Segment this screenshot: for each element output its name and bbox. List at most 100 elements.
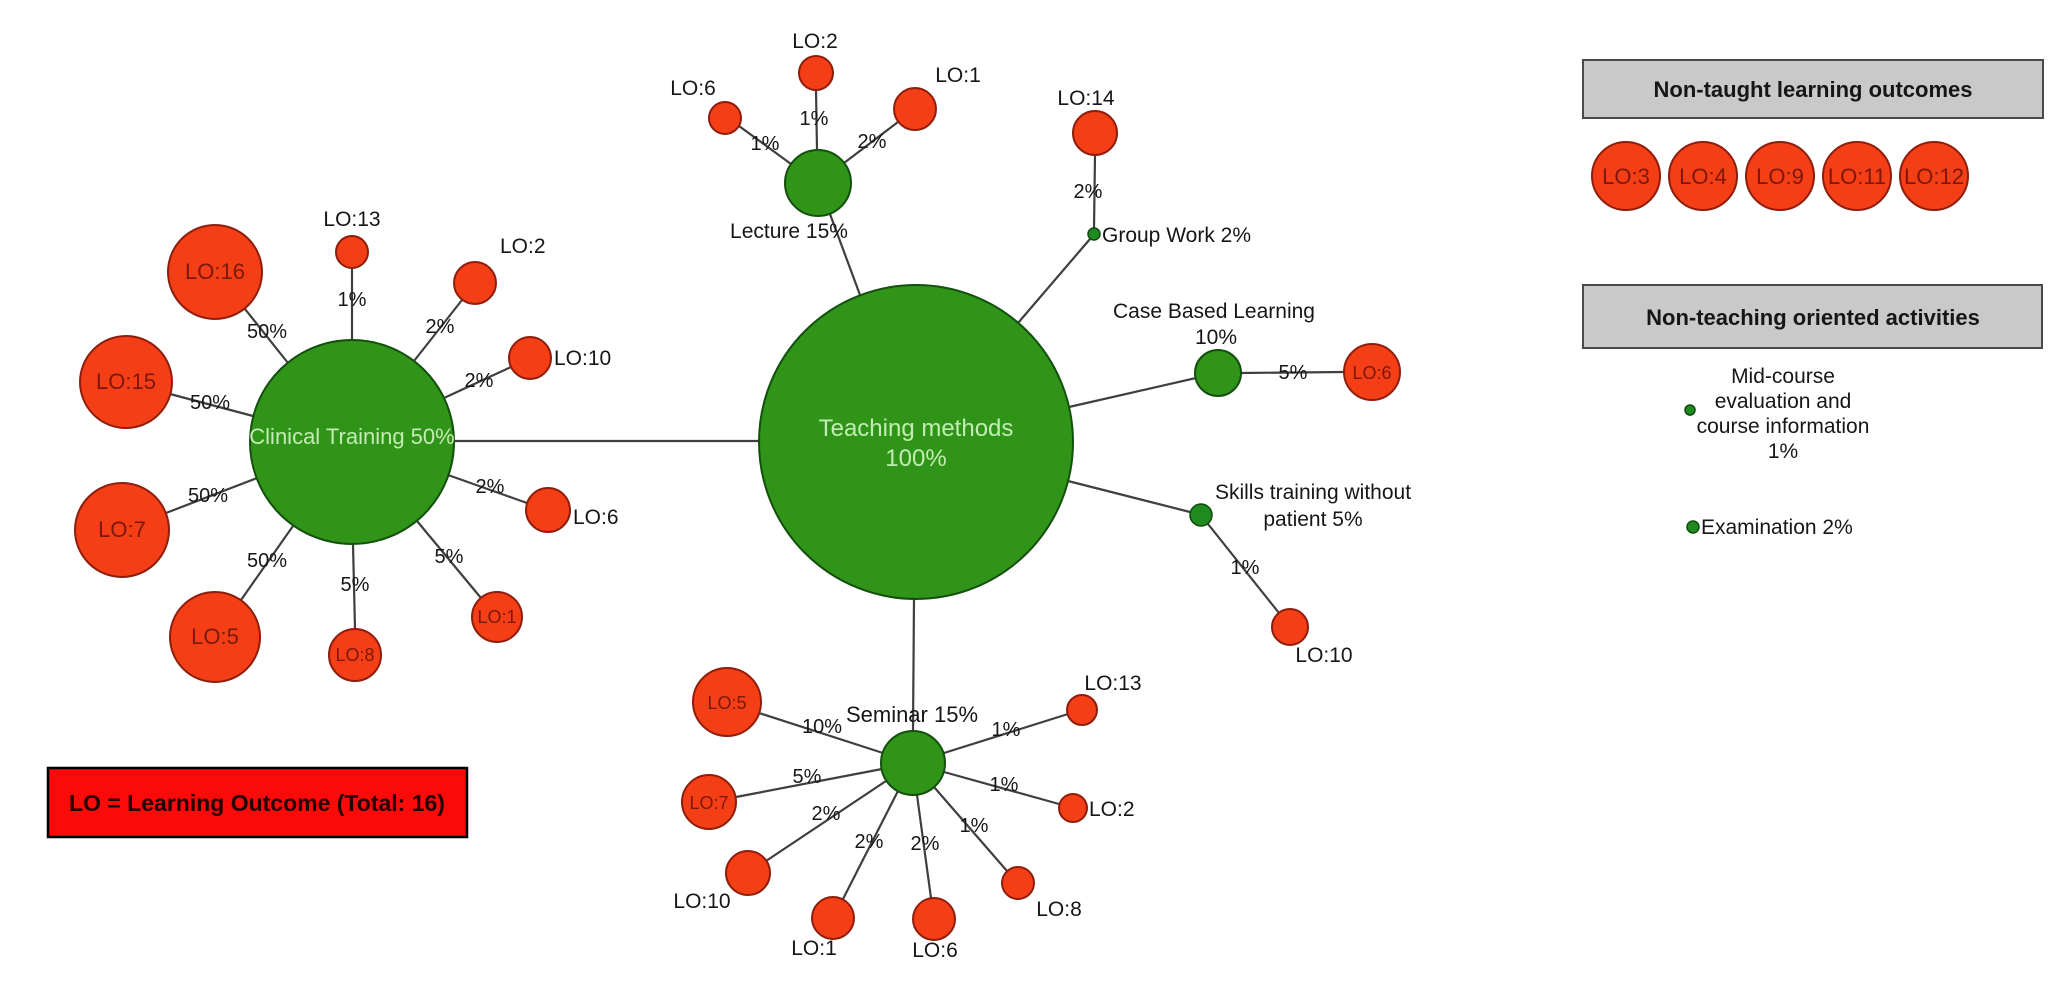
edge-clinical-lo10 — [443, 366, 512, 399]
node-nontaught-lo3 — [1591, 141, 1661, 211]
clinical-lo13-pct: 1% — [338, 289, 367, 311]
edge-seminar-lo6 — [915, 794, 933, 899]
node-nontaught-lo11 — [1822, 141, 1892, 211]
seminar-lo7-pct: 5% — [793, 766, 822, 788]
nontaught-lo12-label: LO:12 — [1904, 164, 1964, 189]
seminar-lo5-label: LO:5 — [707, 693, 746, 713]
node-lecture-lo1 — [893, 87, 937, 131]
seminar-lo13-pct: 1% — [992, 719, 1021, 741]
node-midcourse-dot — [1684, 404, 1696, 416]
seminar-lo7-label: LO:7 — [689, 793, 728, 813]
node-clinical-lo8 — [328, 628, 382, 682]
non-teaching-title: Non-teaching oriented activities — [1646, 305, 1980, 330]
skills-label-line1: Skills training without — [1215, 481, 1411, 504]
node-group-work — [1087, 227, 1101, 241]
clinical-lo1-label: LO:1 — [477, 607, 516, 627]
node-seminar — [880, 730, 946, 796]
nontaught-lo4-label: LO:4 — [1679, 164, 1727, 189]
node-clinical-lo15 — [79, 335, 173, 429]
clinical-lo8-pct: 5% — [341, 574, 370, 596]
node-clinical-lo2 — [453, 261, 497, 305]
case-based-label-line1: Case Based Learning — [1113, 300, 1315, 323]
edge-seminar-lo8 — [933, 786, 1008, 872]
nontaught-lo11-label: LO:11 — [1828, 164, 1886, 189]
clinical-lo6-label: LO:6 — [573, 506, 619, 529]
skills-label-line2: patient 5% — [1263, 508, 1362, 531]
seminar-lo2-pct: 1% — [990, 774, 1019, 796]
edge-groupwork-lo14 — [1092, 154, 1097, 229]
edge-teaching-casebased — [1068, 376, 1197, 409]
edge-clinical-lo6 — [447, 473, 528, 505]
lecture-lo1-pct: 2% — [858, 131, 887, 153]
edge-seminar-lo10 — [765, 780, 887, 862]
edge-lecture-lo6 — [738, 125, 792, 165]
cluster-case-based-learning: Case Based Learning 10% LO:6 5% — [1113, 300, 1401, 401]
node-seminar-lo8 — [1001, 866, 1035, 900]
non-taught-title-box — [1582, 59, 2044, 119]
edge-clinical-lo15 — [169, 392, 254, 418]
teaching-methods-label-line2: 100% — [885, 445, 946, 472]
groupwork-lo14-pct: 2% — [1074, 181, 1103, 203]
edge-lecture-lo2 — [814, 89, 819, 151]
node-skills-lo10 — [1271, 608, 1309, 646]
clinical-lo2-label: LO:2 — [500, 235, 546, 258]
node-clinical-training — [249, 339, 455, 545]
midcourse-line4: 1% — [1768, 440, 1798, 463]
groupwork-lo14-label: LO:14 — [1057, 87, 1115, 110]
node-examination-dot — [1686, 520, 1700, 534]
cluster-clinical-training: Clinical Training 50% LO:16 50% LO:13 1%… — [74, 208, 619, 683]
clinical-lo7-label: LO:7 — [98, 517, 146, 542]
seminar-label: Seminar 15% — [846, 702, 978, 727]
nontaught-lo3-label: LO:3 — [1602, 164, 1650, 189]
node-clinical-lo16 — [167, 224, 263, 320]
skills-lo10-pct: 1% — [1231, 557, 1260, 579]
edge-seminar-lo13 — [943, 712, 1069, 755]
seminar-lo8-label: LO:8 — [1036, 898, 1082, 921]
non-teaching-title-box — [1582, 284, 2043, 349]
lecture-lo6-pct: 1% — [751, 133, 780, 155]
cluster-seminar: Seminar 15% LO:5 10% LO:7 5% LO:10 2% LO… — [673, 667, 1142, 962]
node-clinical-lo6 — [525, 487, 571, 533]
node-seminar-lo6 — [912, 897, 956, 941]
clinical-lo16-pct: 50% — [247, 321, 287, 343]
seminar-lo8-pct: 1% — [960, 815, 989, 837]
clinical-lo7-pct: 50% — [188, 485, 228, 507]
lecture-lo2-pct: 1% — [800, 108, 829, 130]
edge-clinical-lo8 — [351, 543, 357, 630]
edge-seminar-lo2 — [943, 770, 1060, 806]
node-clinical-lo7 — [74, 482, 170, 578]
edge-clinical-lo7 — [165, 476, 258, 515]
examination-label: Examination 2% — [1701, 516, 1853, 539]
edge-teaching-groupwork — [1017, 238, 1091, 324]
edge-clinical-lo1 — [416, 520, 482, 599]
node-teaching-methods — [758, 284, 1074, 600]
edge-seminar-lo5 — [758, 711, 884, 755]
lecture-label: Lecture 15% — [730, 220, 848, 243]
edge-lecture-lo1 — [843, 121, 899, 164]
midcourse-line1: Mid-course — [1731, 365, 1835, 388]
clinical-lo16-label: LO:16 — [185, 259, 245, 284]
casebased-lo6-pct: 5% — [1279, 362, 1308, 384]
lecture-lo6-label: LO:6 — [670, 77, 716, 100]
cluster-lecture: Lecture 15% LO:6 1% LO:2 1% LO:1 2% — [670, 30, 981, 243]
lecture-lo1-label: LO:1 — [935, 64, 981, 87]
nontaught-lo9-label: LO:9 — [1756, 164, 1804, 189]
clinical-lo5-label: LO:5 — [191, 624, 239, 649]
clinical-lo6-pct: 2% — [476, 476, 505, 498]
seminar-lo10-label: LO:10 — [673, 890, 730, 913]
group-work-label: Group Work 2% — [1102, 224, 1251, 247]
clinical-lo5-pct: 50% — [247, 550, 287, 572]
midcourse-line2: evaluation and — [1715, 390, 1852, 413]
clinical-lo8-label: LO:8 — [335, 645, 374, 665]
panel-non-teaching: Non-teaching oriented activities Mid-cou… — [1582, 284, 2043, 539]
node-clinical-lo10 — [508, 336, 552, 380]
node-lecture — [784, 149, 852, 217]
cluster-skills-training: Skills training without patient 5% LO:10… — [1189, 481, 1411, 667]
node-seminar-lo2 — [1058, 793, 1088, 823]
clinical-lo2-pct: 2% — [426, 316, 455, 338]
seminar-lo2-label: LO:2 — [1089, 798, 1135, 821]
clinical-lo15-label: LO:15 — [96, 369, 156, 394]
non-taught-title: Non-taught learning outcomes — [1654, 77, 1973, 102]
